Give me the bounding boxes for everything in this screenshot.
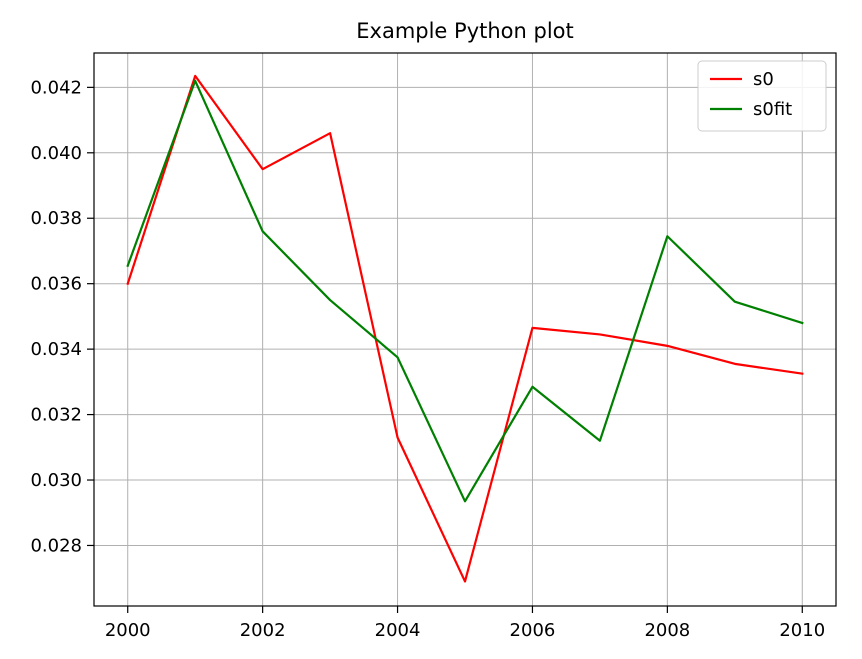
series-line-s0	[126, 74, 804, 583]
legend-label-s0: s0	[753, 69, 774, 90]
legend-label-s0fit: s0fit	[753, 99, 792, 120]
plot-frame	[93, 52, 837, 607]
chart-title: Example Python plot	[356, 19, 574, 43]
x-tick-label: 2002	[240, 620, 286, 641]
x-tick-label: 2006	[510, 620, 556, 641]
legend: s0 s0fit	[697, 60, 827, 132]
y-tick-label: 0.042	[30, 77, 82, 98]
y-tick-label: 0.030	[30, 470, 82, 491]
grid	[94, 53, 836, 606]
axes: 2000 2002 2004 2006 2008 2010 0.028 0.030 0.032 0…	[30, 77, 825, 641]
y-tick-label: 0.036	[30, 274, 82, 295]
x-tick-label: 2008	[644, 620, 690, 641]
y-tick-label: 0.032	[30, 405, 82, 426]
y-tick-label: 0.034	[30, 339, 82, 360]
series-line-s0fit	[126, 79, 804, 503]
x-tick-label: 2010	[779, 620, 825, 641]
y-tick-label: 0.040	[30, 143, 82, 164]
y-tick-label: 0.038	[30, 208, 82, 229]
y-tick-label: 0.028	[30, 535, 82, 556]
x-tick-label: 2004	[375, 620, 421, 641]
series-lines	[126, 74, 804, 583]
x-tick-label: 2000	[105, 620, 151, 641]
